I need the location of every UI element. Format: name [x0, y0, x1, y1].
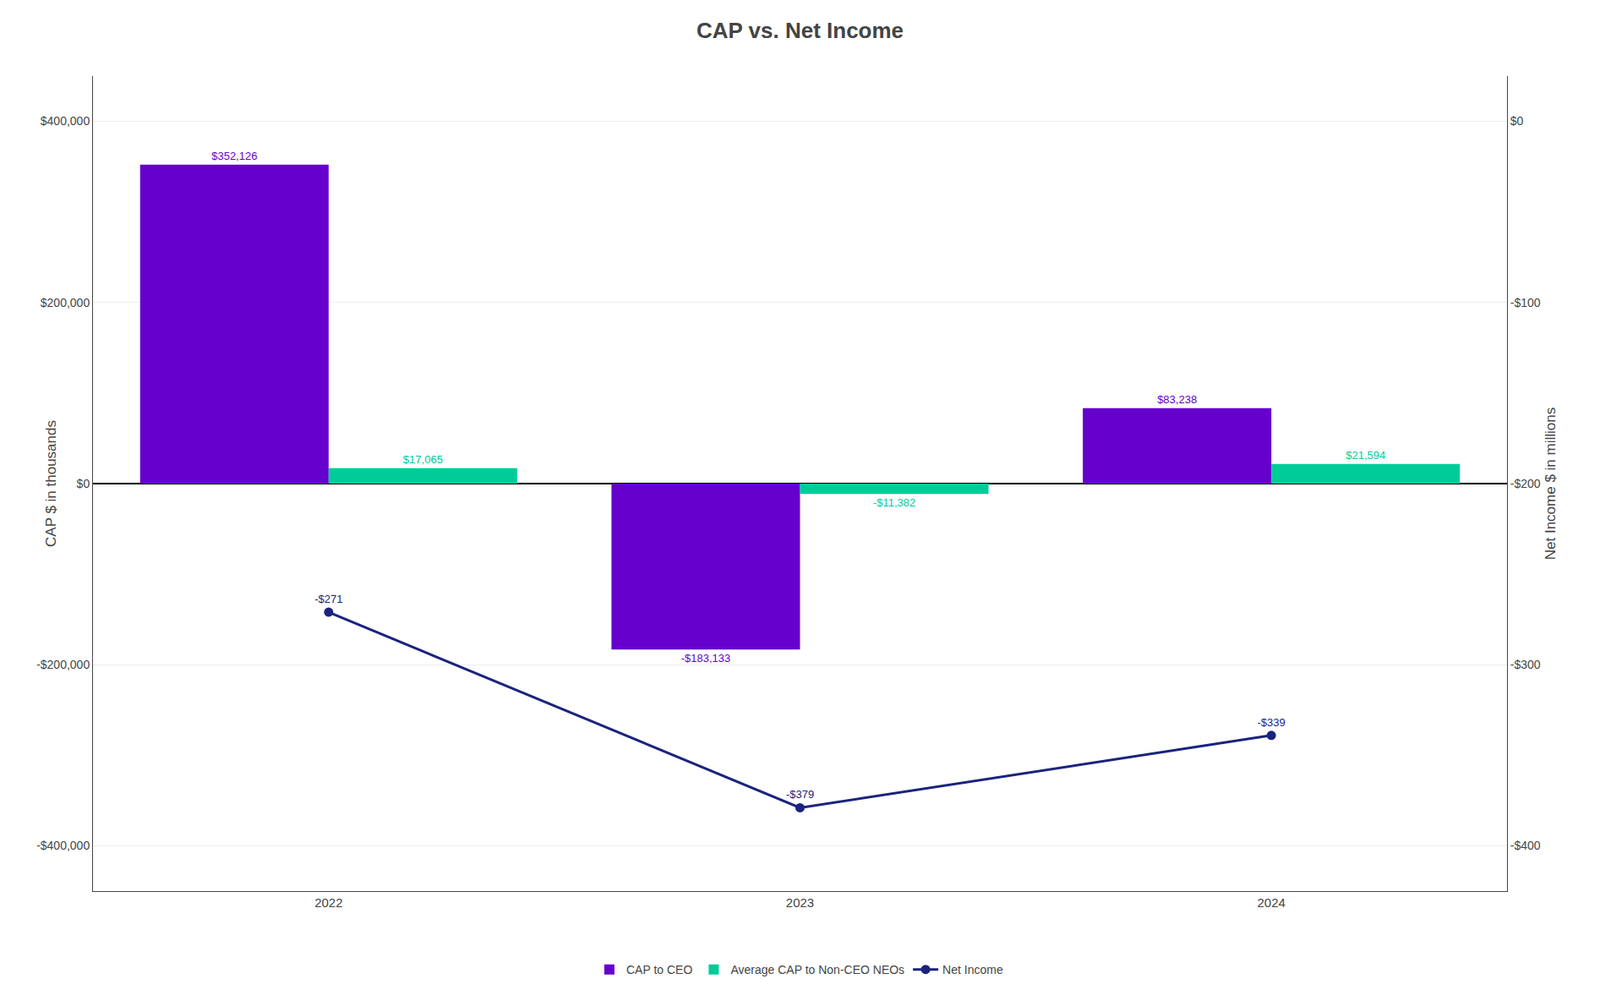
svg-text:$17,065: $17,065 [403, 453, 443, 466]
svg-text:2023: 2023 [786, 895, 814, 910]
svg-text:CAP vs. Net Income: CAP vs. Net Income [696, 17, 904, 44]
svg-text:$0: $0 [1510, 114, 1524, 128]
svg-text:-$200,000: -$200,000 [36, 657, 90, 672]
svg-text:2024: 2024 [1256, 895, 1285, 910]
svg-text:-$300: -$300 [1510, 657, 1541, 672]
svg-text:$21,594: $21,594 [1345, 448, 1386, 462]
svg-text:$352,126: $352,126 [211, 149, 257, 163]
svg-text:$83,238: $83,238 [1157, 393, 1197, 406]
svg-text:2022: 2022 [314, 895, 343, 910]
svg-text:-$200: -$200 [1510, 476, 1541, 491]
svg-text:-$100: -$100 [1510, 295, 1541, 310]
svg-text:-$183,133: -$183,133 [681, 651, 732, 665]
svg-text:-$379: -$379 [786, 787, 814, 801]
svg-text:Net Income $ in millions: Net Income $ in millions [1542, 407, 1559, 560]
svg-text:$0: $0 [76, 476, 91, 491]
svg-text:-$400,000: -$400,000 [36, 838, 90, 852]
svg-text:$400,000: $400,000 [40, 114, 91, 128]
svg-text:-$11,382: -$11,382 [873, 496, 916, 509]
svg-text:CAP to CEO: CAP to CEO [626, 962, 693, 977]
svg-text:Net Income: Net Income [942, 962, 1004, 977]
svg-text:-$271: -$271 [314, 592, 343, 606]
svg-text:-$400: -$400 [1510, 838, 1541, 852]
svg-text:-$339: -$339 [1257, 715, 1286, 729]
svg-text:$200,000: $200,000 [40, 295, 91, 310]
svg-text:CAP $ in thousands: CAP $ in thousands [43, 420, 60, 547]
svg-text:Average CAP to Non-CEO NEOs: Average CAP to Non-CEO NEOs [730, 962, 905, 977]
